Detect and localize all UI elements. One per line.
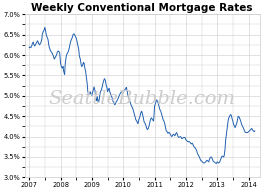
Title: Weekly Conventional Mortgage Rates: Weekly Conventional Mortgage Rates [31, 3, 253, 14]
Text: SeattleBubble.com: SeattleBubble.com [48, 90, 236, 108]
